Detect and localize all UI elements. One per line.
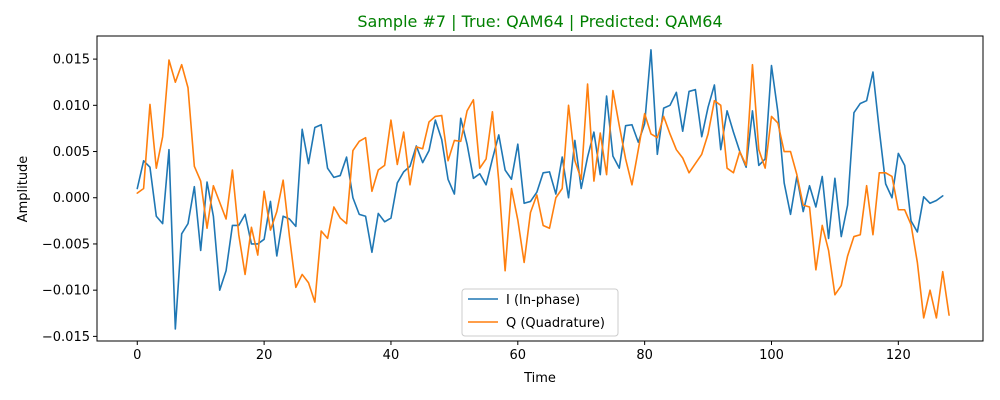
y-tick-label: 0.000 (53, 191, 90, 206)
y-tick-label: 0.010 (53, 99, 90, 114)
legend-label-i: I (In-phase) (506, 293, 580, 308)
x-axis: 0 20 40 60 80 100 120 (133, 341, 911, 363)
x-tick-label: 40 (383, 348, 400, 363)
x-tick-label: 100 (759, 348, 784, 363)
y-tick-label: 0.015 (53, 53, 90, 68)
y-tick-label: 0.005 (53, 145, 90, 160)
x-tick-label: 80 (636, 348, 653, 363)
x-axis-label: Time (523, 371, 556, 386)
y-axis-label: Amplitude (16, 156, 31, 223)
legend-box (461, 288, 619, 337)
x-tick-label: 0 (133, 348, 141, 363)
legend: I (In-phase) Q (Quadrature) (461, 288, 619, 337)
legend-label-q: Q (Quadrature) (506, 316, 605, 331)
chart-title: Sample #7 | True: QAM64 | Predicted: QAM… (357, 12, 722, 31)
y-tick-label: −0.005 (42, 237, 90, 252)
x-tick-label: 120 (886, 348, 911, 363)
x-tick-label: 20 (256, 348, 273, 363)
y-tick-label: −0.015 (42, 330, 90, 345)
y-axis: −0.015 −0.010 −0.005 0.000 0.005 0.010 0.015 (42, 53, 97, 345)
series-group (136, 49, 950, 330)
x-tick-label: 60 (510, 348, 527, 363)
y-tick-label: −0.010 (42, 284, 90, 299)
plot-frame (96, 35, 984, 342)
series-line-0 (136, 49, 944, 330)
series-line-1 (136, 59, 950, 319)
